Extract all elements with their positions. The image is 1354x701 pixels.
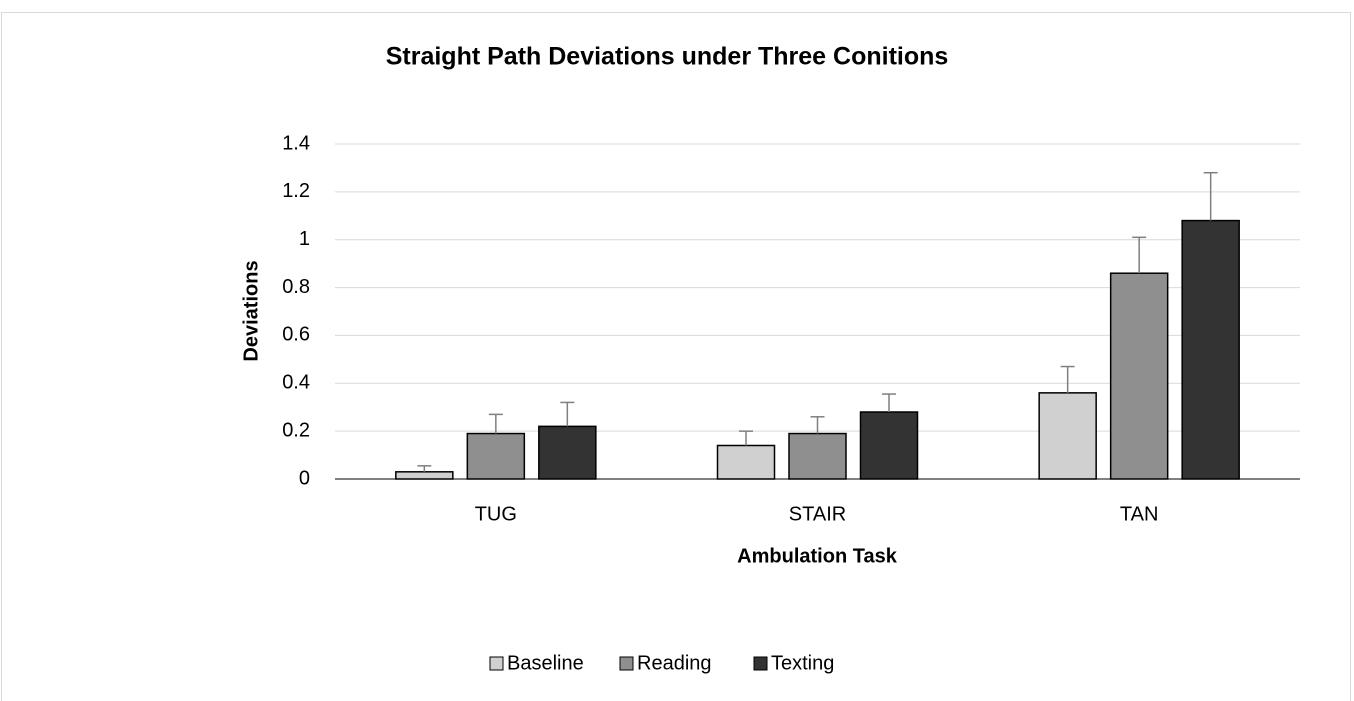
error-bar bbox=[1132, 236, 1147, 274]
error-bar bbox=[488, 413, 503, 434]
y-tick-label: 1.4 bbox=[282, 132, 310, 154]
bar bbox=[538, 425, 597, 480]
bar bbox=[788, 432, 847, 480]
error-bar bbox=[882, 393, 896, 412]
bar bbox=[1038, 392, 1097, 480]
y-axis-label: Deviations bbox=[240, 260, 262, 361]
y-tick-label: 0.8 bbox=[282, 276, 310, 298]
error-bar bbox=[810, 416, 825, 434]
legend-label: Reading bbox=[637, 652, 712, 674]
y-tick-label: 1 bbox=[299, 228, 310, 250]
bar bbox=[859, 411, 919, 480]
x-tick-label: TUG bbox=[475, 503, 517, 525]
x-tick-label: STAIR bbox=[789, 503, 846, 525]
bar bbox=[716, 444, 776, 480]
error-bar bbox=[560, 401, 575, 427]
bar bbox=[1181, 219, 1240, 480]
bar bbox=[1109, 272, 1169, 480]
legend-swatch bbox=[753, 656, 768, 671]
legend-swatch bbox=[619, 656, 634, 671]
chart-title: Straight Path Deviations under Three Con… bbox=[386, 43, 949, 71]
legend-label: Baseline bbox=[507, 652, 584, 674]
error-bar bbox=[739, 430, 753, 446]
error-bar bbox=[417, 465, 432, 472]
legend-swatch bbox=[489, 656, 504, 671]
x-tick-label: TAN bbox=[1120, 503, 1159, 525]
error-bar bbox=[1203, 171, 1218, 221]
y-tick-label: 0.6 bbox=[282, 324, 310, 346]
y-tick-label: 0.4 bbox=[282, 372, 310, 394]
error-bar bbox=[1060, 365, 1075, 393]
bar bbox=[466, 432, 526, 480]
bar bbox=[395, 471, 454, 480]
x-axis-label: Ambulation Task bbox=[737, 545, 898, 567]
y-tick-label: 1.2 bbox=[282, 180, 310, 202]
legend-label: Texting bbox=[771, 652, 834, 674]
y-tick-label: 0.2 bbox=[282, 419, 310, 441]
y-tick-label: 0 bbox=[299, 467, 310, 489]
